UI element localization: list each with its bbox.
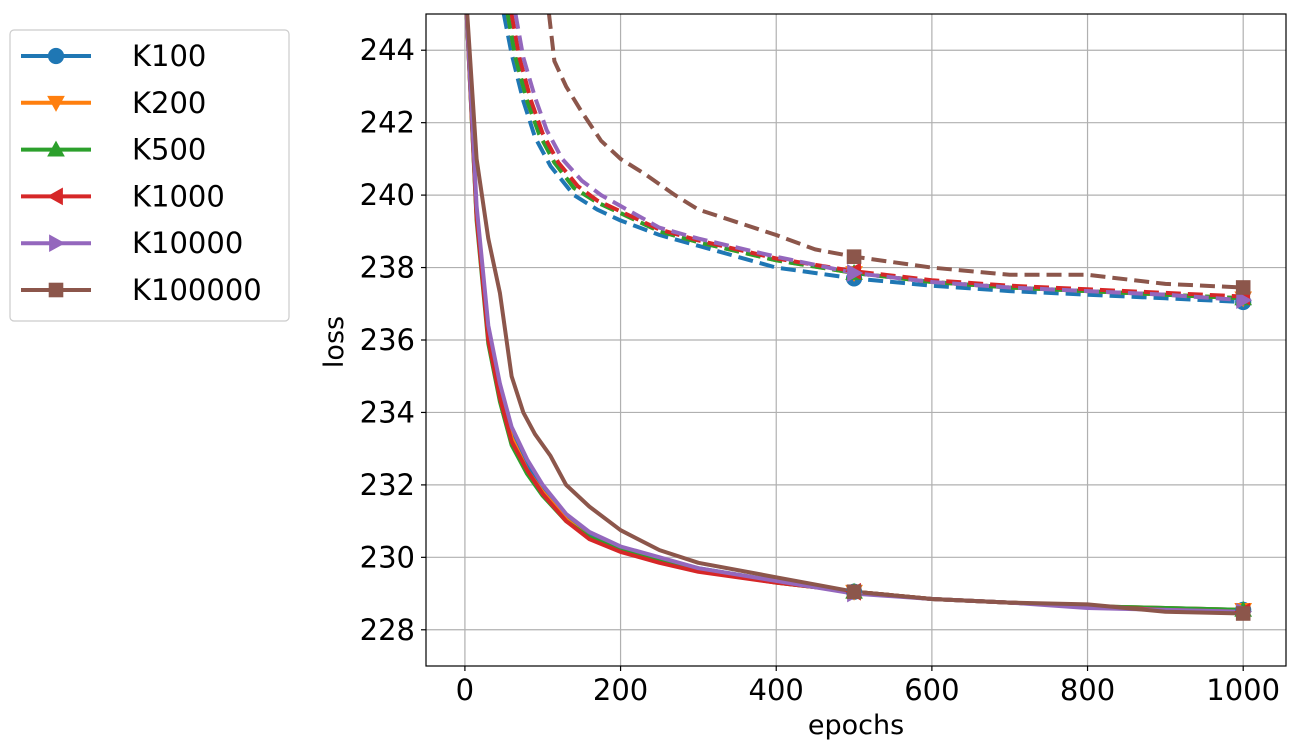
series-k100000-dashed-marker	[846, 249, 862, 264]
legend-label: K200	[132, 86, 206, 120]
x-tick-label: 400	[749, 673, 804, 707]
marker-layer	[845, 249, 1253, 621]
x-tick-label: 0	[456, 673, 474, 707]
series-k100000-dashed-marker	[1235, 280, 1251, 295]
legend-label: K100000	[132, 273, 262, 307]
legend-label: K100	[132, 39, 206, 73]
x-tick-label: 600	[904, 673, 959, 707]
y-tick-label: 230	[360, 540, 415, 574]
legend-label: K10000	[132, 226, 243, 260]
x-tick-label: 800	[1060, 673, 1115, 707]
legend-marker	[49, 234, 66, 253]
series-k100000-solid-marker	[1235, 606, 1251, 621]
grid	[426, 14, 1286, 666]
x-axis-label: epochs	[808, 710, 904, 741]
legend-marker	[47, 47, 65, 65]
legend-label: K1000	[132, 179, 225, 213]
legend-marker	[46, 187, 63, 206]
series-k10000-dashed-marker	[847, 264, 864, 282]
x-tick-label: 1000	[1206, 673, 1280, 707]
series-layer	[464, 14, 1244, 616]
series-k1000-validation-line	[509, 14, 1244, 299]
y-tick-label: 232	[360, 468, 415, 502]
series-k10000-dashed-marker	[1236, 291, 1253, 310]
y-tick-label: 234	[360, 395, 415, 429]
y-axis-label: loss	[319, 316, 350, 368]
legend: K100 K200 K500 K1000 K10000 K100000	[9, 29, 290, 322]
legend-marker	[47, 95, 65, 112]
legend-label: K500	[132, 133, 206, 167]
series-k100000-train-line	[465, 14, 1244, 616]
x-tick-label: 200	[593, 673, 648, 707]
series-k100000-solid-marker	[846, 584, 862, 600]
y-tick-label: 236	[360, 323, 415, 357]
series-k10000-validation-line	[513, 14, 1244, 303]
y-tick-label: 242	[360, 106, 415, 140]
legend-marker	[47, 140, 65, 157]
y-tick-label: 228	[360, 613, 415, 647]
y-tick-label: 240	[360, 178, 415, 212]
y-tick-label: 244	[360, 33, 415, 67]
series-k100-validation-line	[501, 14, 1244, 304]
series-k100000-validation-line	[547, 14, 1244, 290]
legend-marker	[48, 282, 64, 298]
axis-ticks: 0 200 400 600 800 1000 228 230 232 234 236 238 240 24…	[360, 33, 1280, 707]
y-tick-label: 238	[360, 251, 415, 285]
